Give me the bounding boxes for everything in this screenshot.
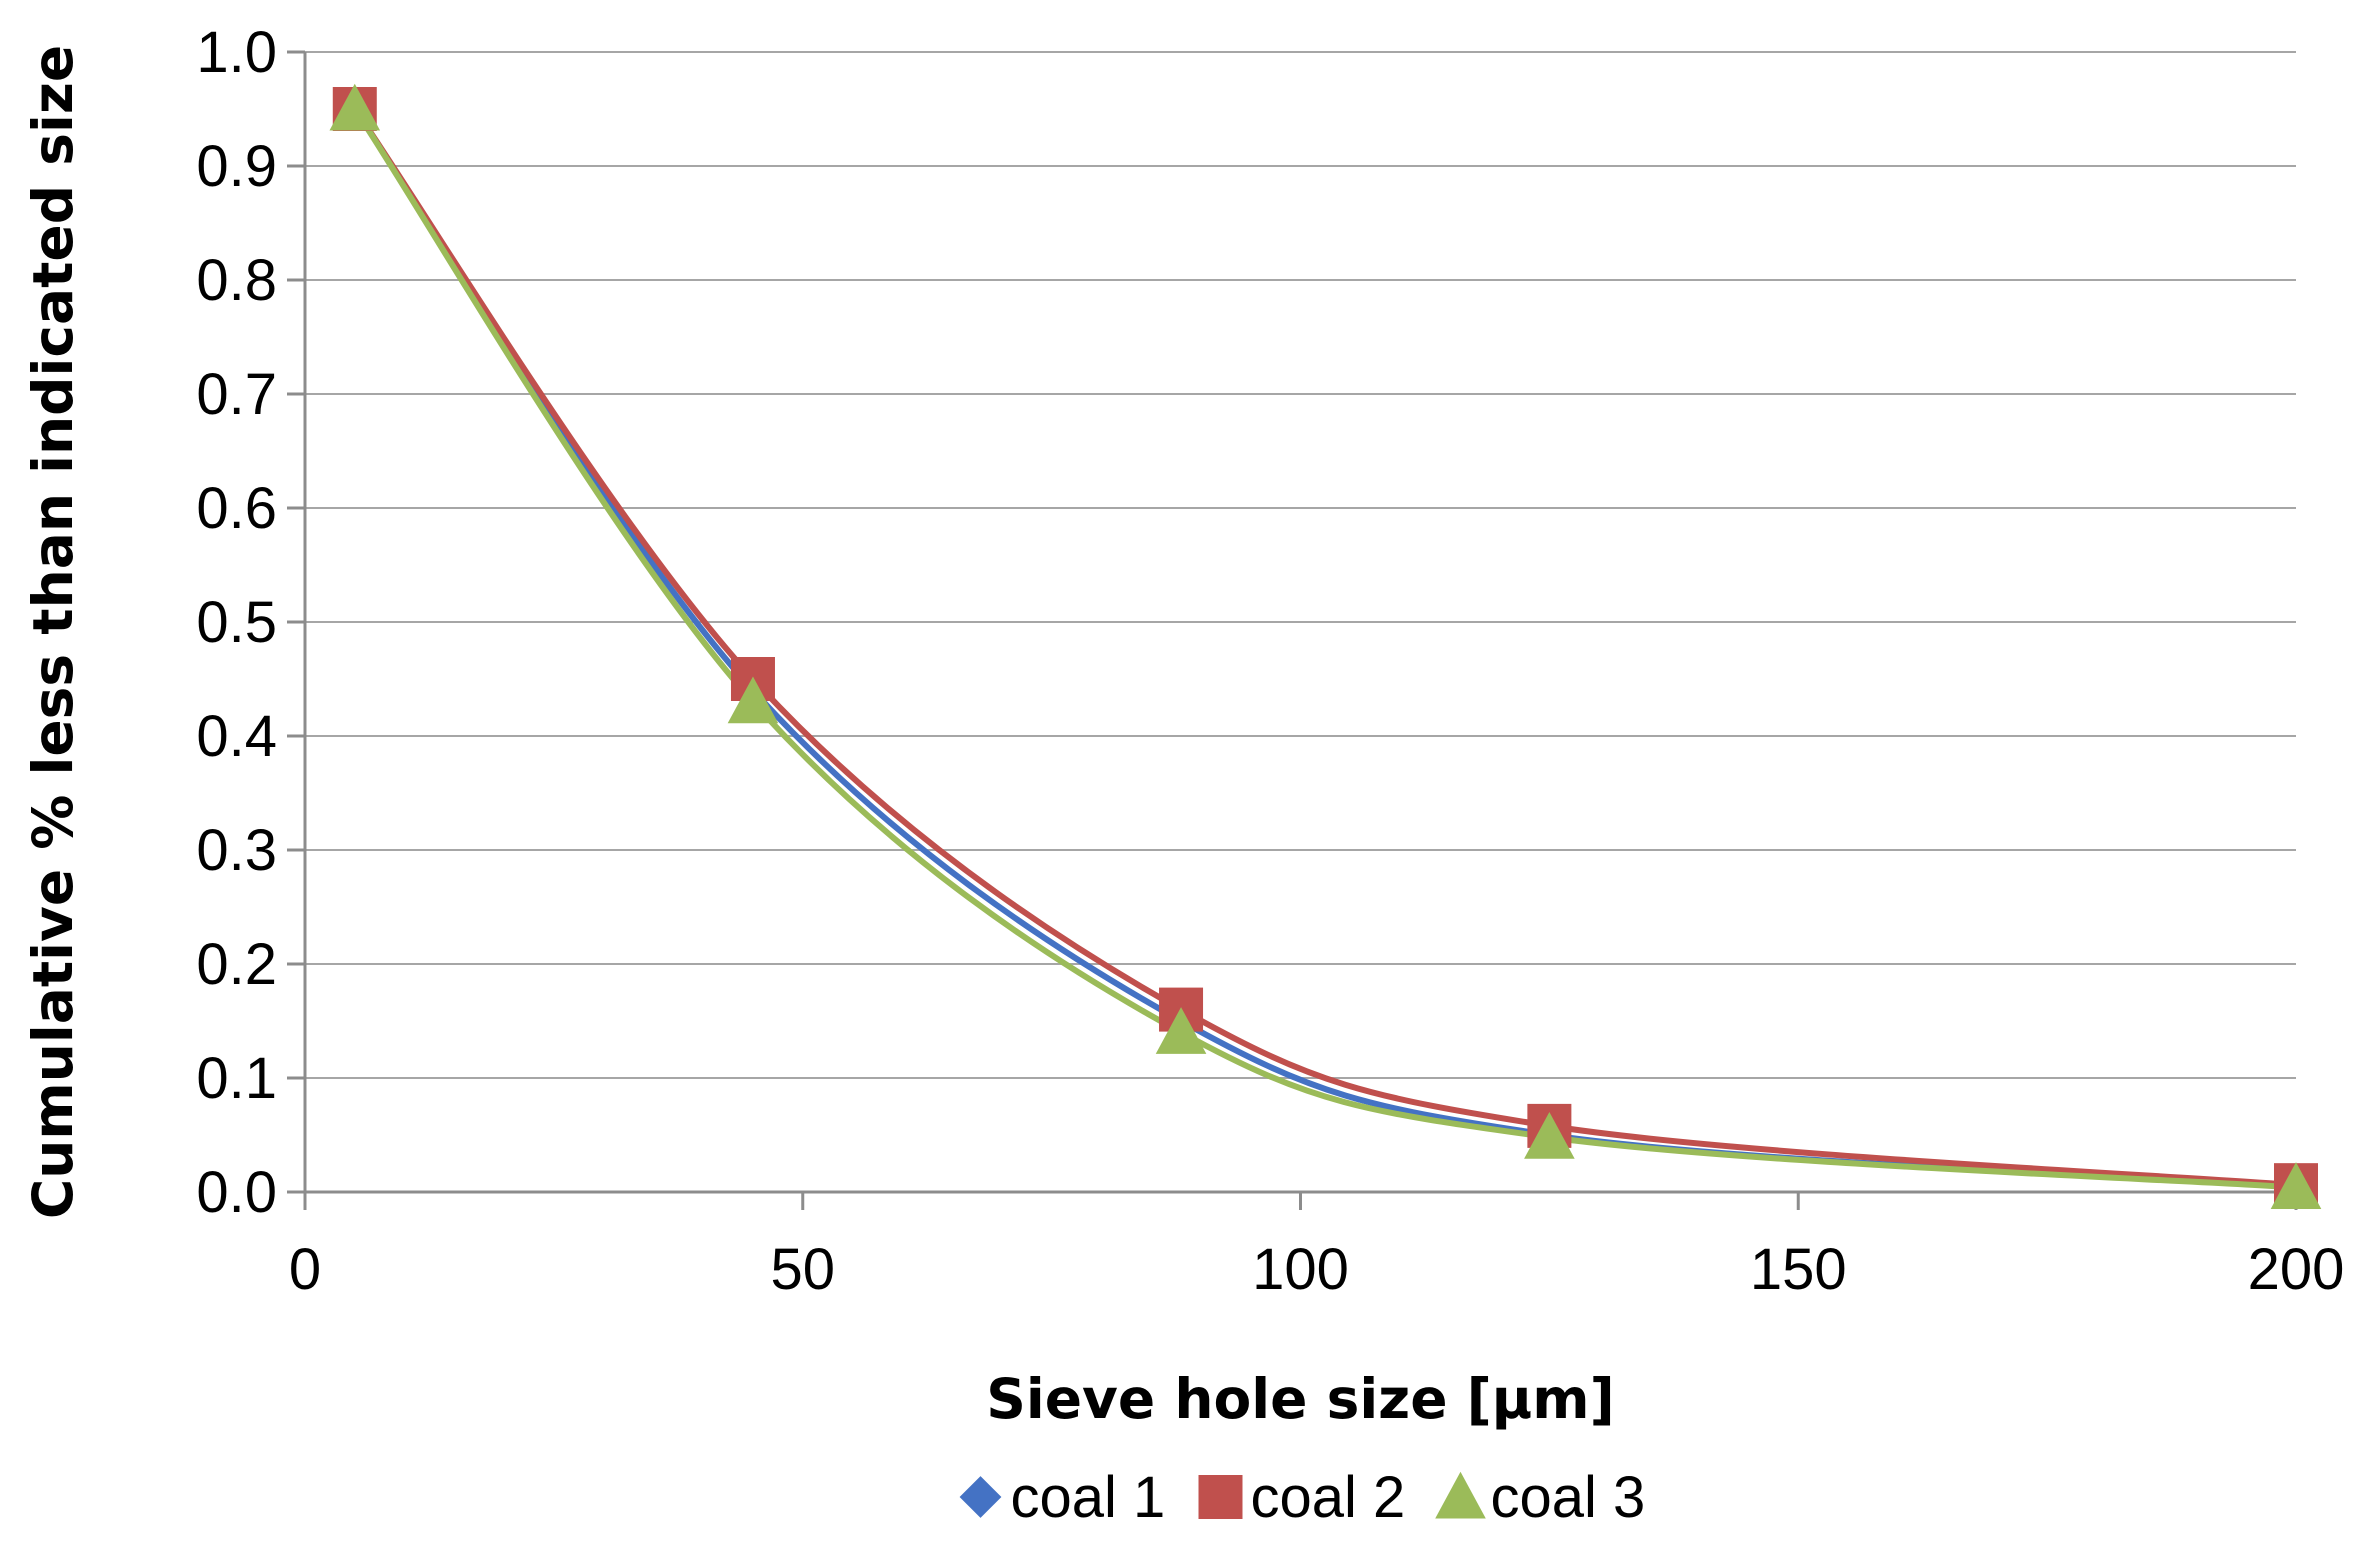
x-tick-label: 100 <box>1252 1237 1349 1302</box>
y-tick-label: 0.8 <box>196 248 277 313</box>
legend-item-coal-2: coal 2 <box>1198 1465 1406 1530</box>
legend-item-coal-1: coal 1 <box>959 1465 1166 1530</box>
x-tick-label: 150 <box>1750 1237 1847 1302</box>
legend-item-coal-3: coal 3 <box>1435 1465 1645 1530</box>
y-tick-label: 0.6 <box>196 476 277 541</box>
legend-marker-coal-3 <box>1435 1471 1486 1519</box>
x-tick-label: 50 <box>770 1237 835 1302</box>
x-tick-label: 0 <box>289 1237 321 1302</box>
y-tick-label: 0.2 <box>196 932 277 997</box>
legend-marker-coal-1 <box>959 1476 1002 1518</box>
legend-label-coal-1: coal 1 <box>1011 1465 1166 1530</box>
axes <box>287 50 2298 1210</box>
y-tick-label: 1.0 <box>196 20 277 85</box>
data-point-coal-3 <box>727 676 779 724</box>
y-tick-label: 0.3 <box>196 818 277 883</box>
tick-labels: 0.0 0.1 0.2 0.3 0.4 0.5 0.6 0.7 0.8 0.9 1.0 0 50 100 1… <box>196 20 2344 1302</box>
legend-marker-coal-2 <box>1198 1475 1243 1519</box>
x-tick-label: 200 <box>2248 1237 2345 1302</box>
y-tick-label: 0.9 <box>196 134 277 199</box>
data-point-coal-3 <box>329 83 381 131</box>
y-tick-label: 0.1 <box>196 1046 277 1111</box>
y-tick-label: 0.0 <box>196 1160 277 1225</box>
data-point-coal-3 <box>1155 1007 1207 1054</box>
legend: coal 1 coal 2 coal 3 <box>959 1465 1645 1530</box>
y-tick-label: 0.7 <box>196 362 277 427</box>
x-axis-title: Sieve hole size [µm] <box>986 1367 1614 1431</box>
data-point-coal-3 <box>1524 1111 1575 1159</box>
gridlines <box>305 51 2296 1079</box>
y-tick-label: 0.5 <box>196 590 277 655</box>
legend-label-coal-3: coal 3 <box>1491 1465 1646 1530</box>
series-markers <box>329 83 2322 1209</box>
data-point-coal-3 <box>2270 1162 2322 1209</box>
y-axis-title: Cumulative % less than indicated size <box>21 45 85 1219</box>
legend-label-coal-2: coal 2 <box>1251 1465 1406 1530</box>
y-tick-label: 0.4 <box>196 704 277 769</box>
